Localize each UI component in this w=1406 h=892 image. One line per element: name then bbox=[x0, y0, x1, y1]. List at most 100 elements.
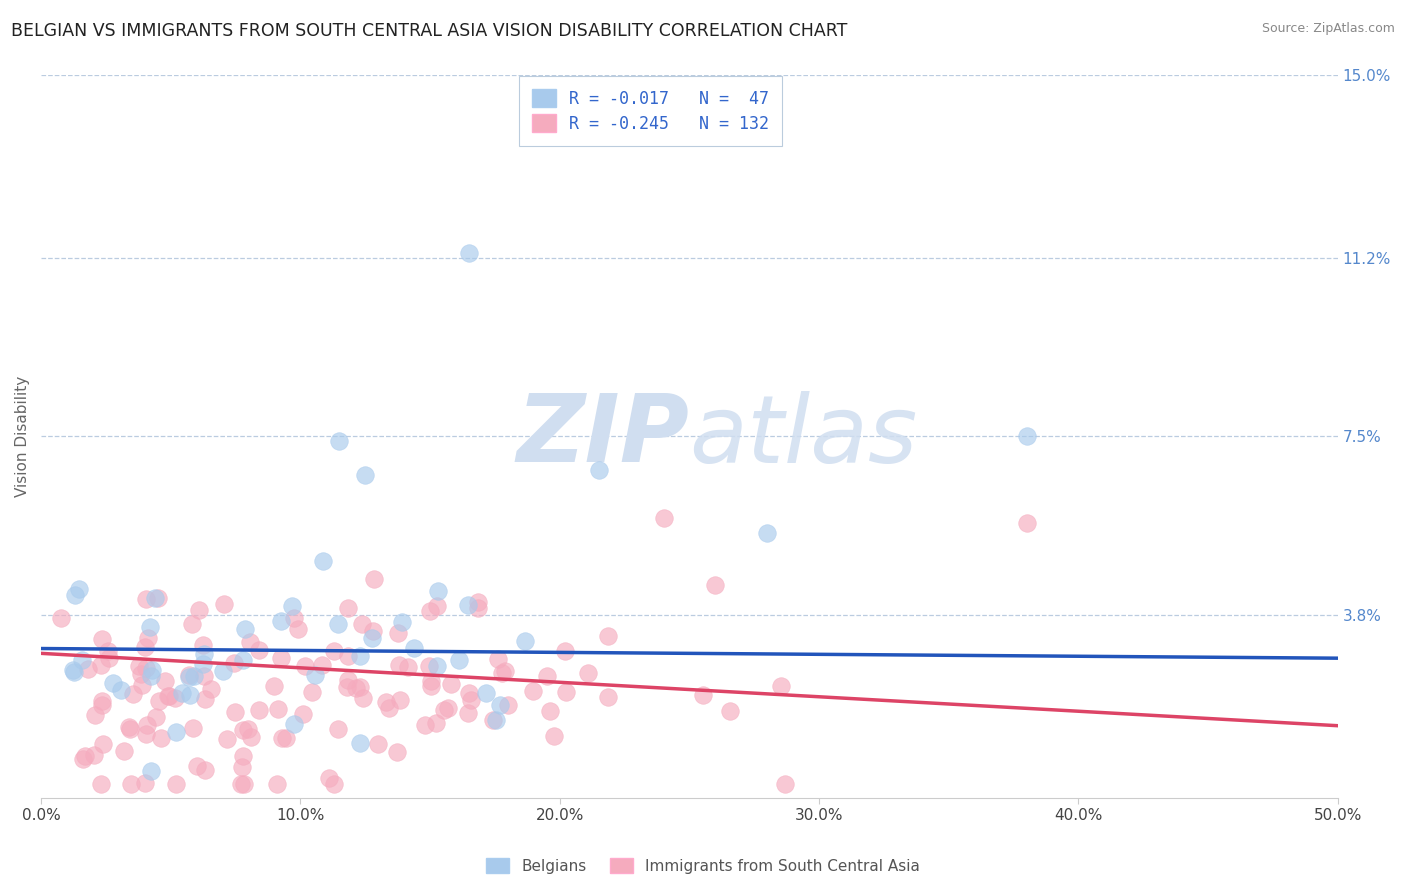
Point bbox=[165, 724, 187, 739]
Point bbox=[540, 704, 562, 718]
Point bbox=[194, 692, 217, 706]
Point bbox=[214, 597, 236, 611]
Point bbox=[457, 685, 479, 699]
Point bbox=[90, 698, 112, 712]
Point bbox=[270, 651, 292, 665]
Point bbox=[153, 673, 176, 688]
Point bbox=[49, 611, 72, 625]
Point bbox=[385, 745, 408, 759]
Point bbox=[193, 657, 215, 671]
Point bbox=[1015, 516, 1038, 530]
Point bbox=[318, 772, 340, 786]
Point bbox=[387, 626, 409, 640]
Point bbox=[344, 681, 367, 695]
Point bbox=[426, 659, 449, 673]
Point bbox=[180, 617, 202, 632]
Point bbox=[391, 615, 413, 629]
Point bbox=[240, 730, 263, 744]
Point bbox=[281, 599, 304, 613]
Point bbox=[134, 776, 156, 790]
Point bbox=[418, 659, 440, 673]
Point bbox=[283, 716, 305, 731]
Point bbox=[148, 694, 170, 708]
Point bbox=[194, 764, 217, 778]
Point bbox=[143, 591, 166, 605]
Point bbox=[354, 467, 377, 482]
Point bbox=[482, 713, 505, 727]
Point bbox=[349, 736, 371, 750]
Point bbox=[486, 652, 509, 666]
Point bbox=[135, 727, 157, 741]
Point bbox=[134, 640, 156, 654]
Point bbox=[110, 682, 132, 697]
Point bbox=[596, 629, 619, 643]
Point bbox=[301, 685, 323, 699]
Point bbox=[239, 635, 262, 649]
Point bbox=[232, 748, 254, 763]
Point bbox=[756, 525, 779, 540]
Point bbox=[63, 588, 86, 602]
Point bbox=[149, 731, 172, 746]
Point bbox=[62, 663, 84, 677]
Point bbox=[67, 582, 90, 596]
Point bbox=[212, 665, 235, 679]
Point bbox=[91, 737, 114, 751]
Point bbox=[485, 713, 508, 727]
Text: Source: ZipAtlas.com: Source: ZipAtlas.com bbox=[1261, 22, 1395, 36]
Point bbox=[128, 659, 150, 673]
Point bbox=[367, 737, 389, 751]
Text: BELGIAN VS IMMIGRANTS FROM SOUTH CENTRAL ASIA VISION DISABILITY CORRELATION CHAR: BELGIAN VS IMMIGRANTS FROM SOUTH CENTRAL… bbox=[11, 22, 848, 40]
Point bbox=[554, 644, 576, 658]
Point bbox=[294, 658, 316, 673]
Point bbox=[378, 701, 401, 715]
Point bbox=[135, 661, 157, 675]
Point bbox=[718, 705, 741, 719]
Point bbox=[191, 638, 214, 652]
Point bbox=[467, 600, 489, 615]
Point bbox=[488, 698, 510, 713]
Point bbox=[350, 616, 373, 631]
Point bbox=[491, 665, 513, 680]
Point bbox=[163, 691, 186, 706]
Point bbox=[425, 715, 447, 730]
Point bbox=[156, 690, 179, 704]
Point bbox=[139, 620, 162, 634]
Point bbox=[97, 651, 120, 665]
Point bbox=[311, 658, 333, 673]
Point bbox=[458, 246, 481, 260]
Text: ZIP: ZIP bbox=[516, 391, 689, 483]
Point bbox=[328, 617, 350, 632]
Point bbox=[360, 631, 382, 645]
Point bbox=[328, 434, 350, 449]
Point bbox=[536, 669, 558, 683]
Point bbox=[135, 717, 157, 731]
Legend: Belgians, Immigrants from South Central Asia: Belgians, Immigrants from South Central … bbox=[481, 852, 925, 880]
Point bbox=[349, 681, 371, 695]
Point bbox=[437, 701, 460, 715]
Point bbox=[121, 687, 143, 701]
Point bbox=[75, 749, 97, 764]
Point bbox=[83, 748, 105, 763]
Point bbox=[172, 686, 194, 700]
Point bbox=[773, 776, 796, 790]
Point bbox=[426, 584, 449, 599]
Point bbox=[270, 614, 292, 628]
Point bbox=[141, 764, 163, 778]
Text: atlas: atlas bbox=[689, 391, 918, 482]
Point bbox=[336, 680, 359, 694]
Point bbox=[266, 776, 288, 790]
Point bbox=[513, 633, 536, 648]
Point bbox=[117, 721, 139, 735]
Point bbox=[271, 731, 294, 746]
Point bbox=[215, 731, 238, 746]
Point bbox=[232, 653, 254, 667]
Point bbox=[432, 703, 454, 717]
Point bbox=[233, 622, 256, 636]
Point bbox=[263, 680, 285, 694]
Point bbox=[413, 717, 436, 731]
Point bbox=[179, 668, 201, 682]
Point bbox=[457, 598, 479, 612]
Point bbox=[179, 689, 201, 703]
Point bbox=[498, 698, 520, 712]
Point bbox=[224, 705, 246, 719]
